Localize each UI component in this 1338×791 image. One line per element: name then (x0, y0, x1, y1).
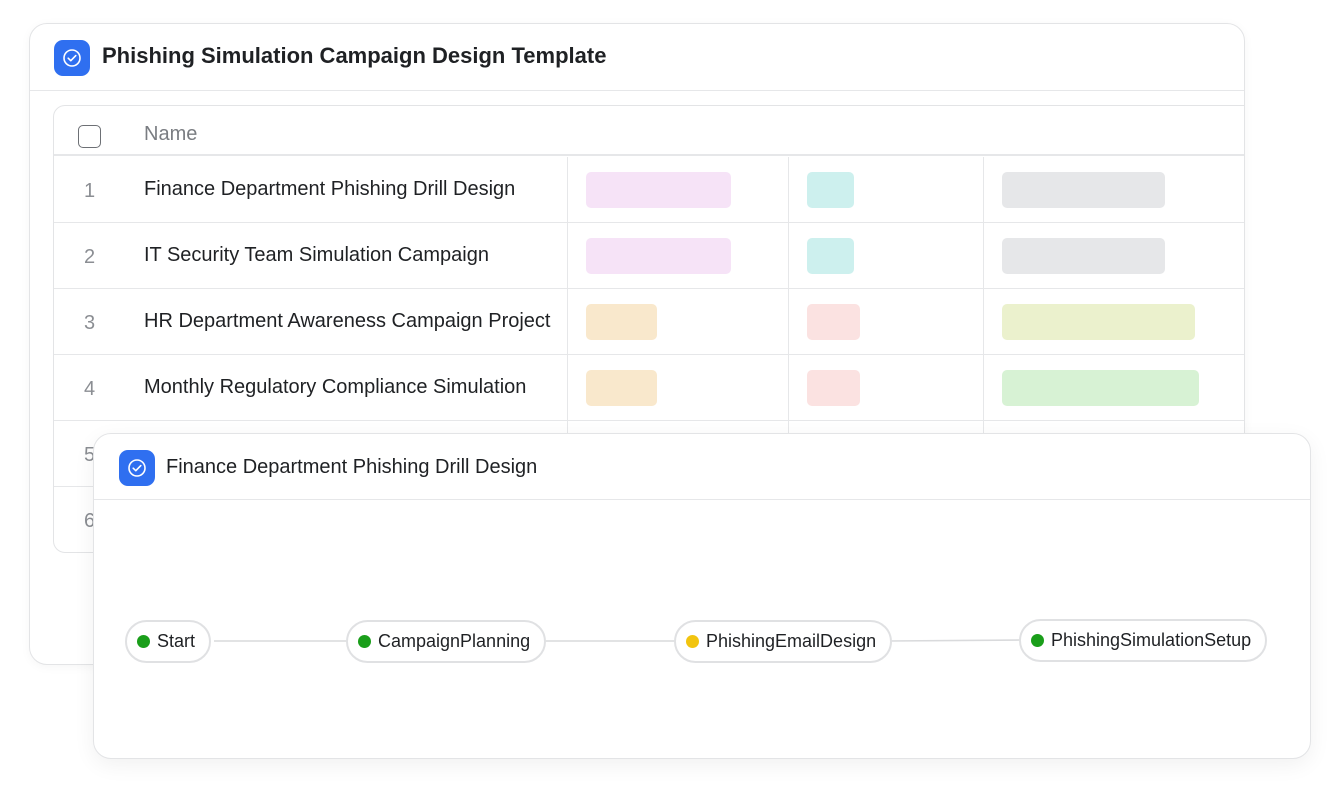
flow-connectors (214, 639, 1021, 642)
priority-tag[interactable] (807, 238, 854, 274)
flow-node-label: PhishingSimulationSetup (1051, 630, 1252, 650)
table-row[interactable]: 2 IT Security Team Simulation Campaign (54, 223, 1244, 289)
status-dot (1031, 634, 1044, 647)
select-all-checkbox[interactable] (78, 125, 101, 148)
table-row[interactable]: 4 Monthly Regulatory Compliance Simulati… (54, 355, 1244, 421)
row-name[interactable]: Finance Department Phishing Drill Design (144, 178, 516, 200)
priority-tag[interactable] (807, 370, 860, 406)
template-title: Phishing Simulation Campaign Design Temp… (102, 43, 607, 68)
owner-tag[interactable] (1002, 304, 1195, 340)
status-tag[interactable] (586, 238, 731, 274)
check-circle-icon (54, 40, 90, 76)
priority-tag[interactable] (807, 304, 860, 340)
flow-node-start[interactable]: Start (125, 620, 212, 663)
status-dot (686, 635, 699, 648)
row-name[interactable]: IT Security Team Simulation Campaign (144, 244, 489, 266)
table-row[interactable]: 3 HR Department Awareness Campaign Proje… (54, 289, 1244, 355)
row-number: 1 (84, 180, 96, 202)
row-number: 5 (84, 444, 96, 466)
row-number: 2 (84, 246, 96, 268)
flow-node-label: CampaignPlanning (378, 631, 531, 651)
status-dot (358, 635, 371, 648)
detail-title: Finance Department Phishing Drill Design (166, 456, 538, 478)
owner-tag[interactable] (1002, 370, 1199, 406)
flow-node-label: Start (157, 631, 196, 651)
row-number: 4 (84, 378, 96, 400)
priority-tag[interactable] (807, 172, 854, 208)
status-tag[interactable] (586, 304, 657, 340)
row-name[interactable]: HR Department Awareness Campaign Project (144, 310, 551, 332)
flow-node-phishing-simulation-setup[interactable]: PhishingSimulationSetup (1019, 619, 1268, 662)
flow-node-campaign-planning[interactable]: CampaignPlanning (346, 620, 547, 663)
template-header: Phishing Simulation Campaign Design Temp… (30, 24, 1244, 91)
table-row[interactable]: 6 (54, 487, 1244, 552)
table-row[interactable]: 1 Finance Department Phishing Drill Desi… (54, 157, 1244, 223)
flow-node-phishing-email-design[interactable]: PhishingEmailDesign (674, 620, 893, 663)
flow-node-label: PhishingEmailDesign (706, 631, 877, 651)
flow-connector (887, 639, 1021, 642)
owner-tag[interactable] (1002, 172, 1165, 208)
row-number: 6 (84, 510, 96, 532)
status-tag[interactable] (586, 370, 657, 406)
status-dot (137, 635, 150, 648)
table-header: Name (54, 106, 1244, 156)
workflow-detail-card: Finance Department Phishing Drill Design… (93, 433, 1311, 759)
status-tag[interactable] (586, 172, 731, 208)
detail-header: Finance Department Phishing Drill Design (94, 434, 1310, 500)
check-circle-icon (119, 450, 155, 486)
row-number: 3 (84, 312, 96, 334)
row-name[interactable]: Monthly Regulatory Compliance Simulation (144, 376, 527, 398)
column-header-name[interactable]: Name (144, 123, 198, 145)
owner-tag[interactable] (1002, 238, 1165, 274)
